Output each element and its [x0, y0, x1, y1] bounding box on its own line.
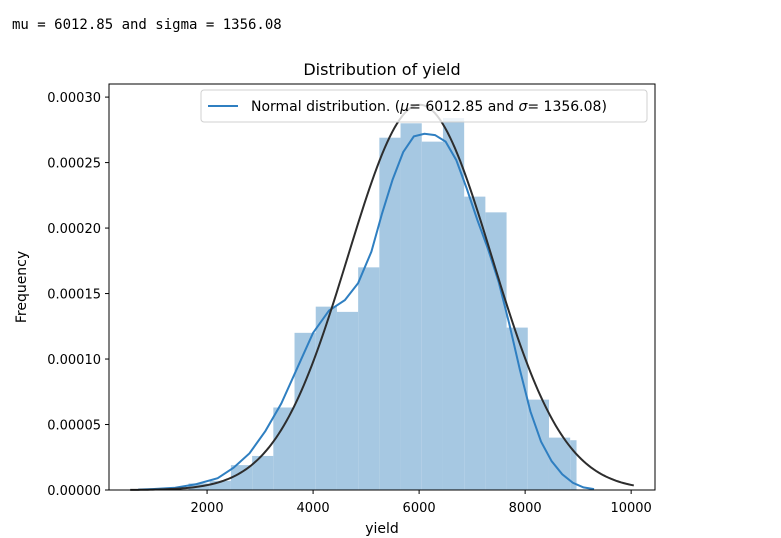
x-tick-label: 2000 — [191, 501, 224, 516]
legend-label-part: = 1356.08) — [527, 99, 607, 115]
histogram-bar — [294, 332, 316, 490]
output-text: mu = 6012.85 and sigma = 1356.08 — [12, 17, 282, 33]
histogram-bar — [358, 267, 380, 490]
chart-title: Distribution of yield — [303, 60, 460, 79]
histogram-bar — [442, 118, 465, 491]
y-axis-label: Frequency — [14, 251, 30, 323]
histogram-bar — [527, 399, 549, 490]
x-axis-label: yield — [365, 521, 399, 537]
normal-fit-curve — [130, 103, 634, 491]
legend-label: Normal distribution. (μ= 6012.85 and σ= … — [251, 99, 607, 115]
axis-ticks: 2000 4000 6000 8000 10000 0.00000 0.00005 0.000… — [47, 91, 652, 516]
y-tick-label: 0.00030 — [47, 91, 101, 106]
histogram-bar — [485, 212, 507, 490]
y-tick-label: 0.00015 — [47, 288, 101, 303]
histogram-bars — [188, 118, 577, 491]
x-tick-label: 10000 — [610, 501, 651, 516]
y-tick-label: 0.00020 — [47, 222, 101, 237]
curves — [130, 103, 634, 491]
legend-label-part: μ — [399, 99, 409, 115]
legend-box — [200, 89, 648, 123]
y-tick-label: 0.00005 — [47, 419, 101, 434]
histogram-bar — [570, 440, 577, 490]
histogram-bar — [379, 137, 401, 490]
histogram-bar — [548, 437, 571, 490]
legend-label-part: = 6012.85 and — [409, 99, 518, 115]
kde-curve — [138, 132, 595, 491]
histogram-bar — [464, 196, 486, 490]
legend: Normal distribution. (μ= 6012.85 and σ= … — [200, 89, 648, 123]
legend-label-part: σ — [519, 99, 529, 115]
y-tick-label: 0.00000 — [47, 484, 101, 499]
y-tick-label: 0.00025 — [47, 157, 101, 172]
x-tick-label: 6000 — [403, 501, 436, 516]
y-tick-label: 0.00010 — [47, 353, 101, 368]
legend-label-part: Normal distribution. ( — [251, 99, 400, 115]
axes-frame — [108, 83, 656, 491]
histogram-bar — [400, 123, 422, 490]
histogram-bar — [506, 327, 528, 490]
histogram-bar — [252, 455, 274, 490]
x-tick-label: 4000 — [297, 501, 330, 516]
x-tick-label: 8000 — [509, 501, 542, 516]
histogram-bar — [209, 480, 231, 490]
histogram-bar — [315, 306, 337, 490]
histogram-bar — [273, 407, 295, 490]
histogram-bar — [230, 465, 253, 490]
histogram-bar — [421, 141, 443, 490]
histogram-bar — [336, 311, 359, 490]
